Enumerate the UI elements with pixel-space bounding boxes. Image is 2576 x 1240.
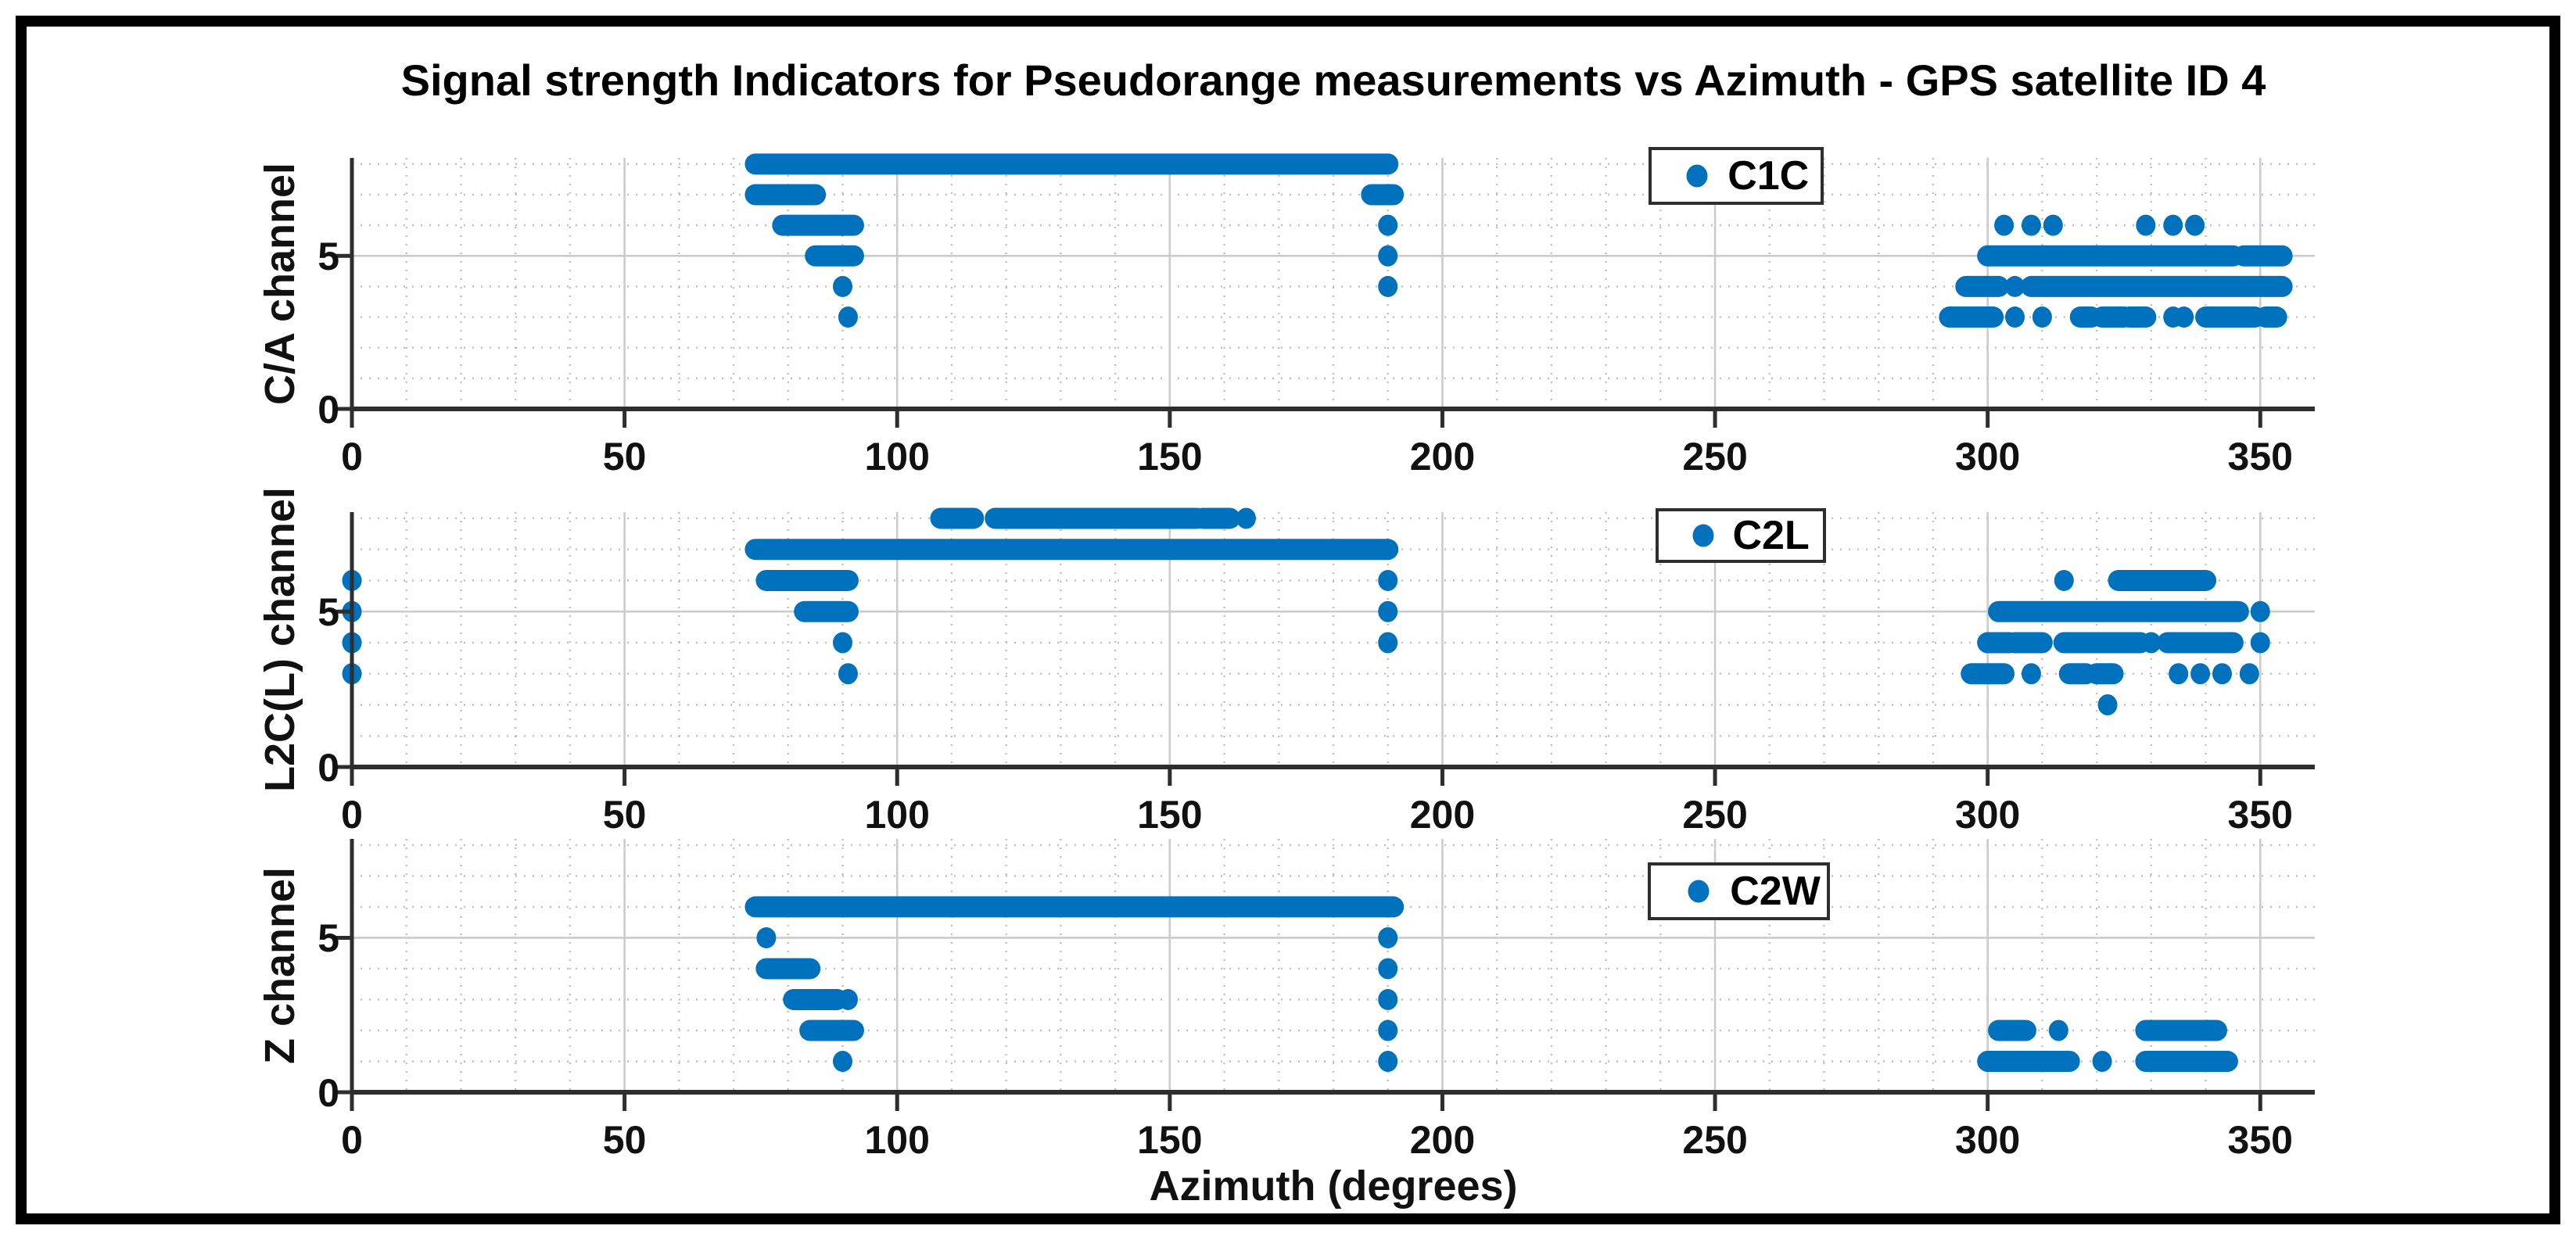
x-tick-label: 0 bbox=[341, 1118, 363, 1162]
y-tick-label: 5 bbox=[318, 590, 339, 635]
legend-label: C2L bbox=[1732, 513, 1810, 558]
x-tick-label: 150 bbox=[1137, 435, 1203, 478]
legend-c2l: C2L bbox=[1656, 508, 1826, 563]
x-axis-label: Azimuth (degrees) bbox=[1149, 1163, 1518, 1210]
x-tick-label: 150 bbox=[1137, 1118, 1203, 1162]
x-tick-label: 100 bbox=[864, 435, 930, 478]
x-tick-label: 50 bbox=[602, 1118, 647, 1162]
y-tick-label: 5 bbox=[318, 235, 339, 279]
plot-area-ca-channel bbox=[333, 153, 2315, 428]
x-tick-label: 300 bbox=[1954, 793, 2021, 837]
chart-title: Signal strength Indicators for Pseudoran… bbox=[400, 56, 2266, 105]
x-tick-label: 350 bbox=[2227, 793, 2293, 837]
x-tick-label: 200 bbox=[1409, 793, 1476, 837]
x-tick-label: 350 bbox=[2227, 435, 2293, 478]
x-tick-label: 200 bbox=[1409, 1118, 1476, 1162]
y-tick-label: 0 bbox=[318, 746, 339, 790]
x-tick-label: 0 bbox=[341, 793, 363, 837]
x-tick-label: 250 bbox=[1682, 435, 1748, 478]
y-tick-label: 0 bbox=[318, 1071, 339, 1115]
legend-label: C1C bbox=[1727, 153, 1810, 199]
legend-label: C2W bbox=[1730, 869, 1821, 914]
x-tick-label: 50 bbox=[602, 793, 647, 837]
y-axis-label-ca-channel: C/A channel bbox=[257, 162, 303, 405]
plot-area-z-channel bbox=[333, 839, 2315, 1111]
x-tick-label: 200 bbox=[1409, 435, 1476, 478]
legend-c1c: C1C bbox=[1649, 147, 1824, 205]
legend-marker-icon bbox=[1688, 880, 1710, 903]
x-tick-label: 150 bbox=[1137, 793, 1203, 837]
x-tick-labels-row-0: 0 50 100 150 200 250 300 350 bbox=[341, 435, 2315, 484]
x-tick-label: 50 bbox=[602, 435, 647, 478]
x-tick-label: 300 bbox=[1954, 1118, 2021, 1162]
legend-marker-icon bbox=[1686, 164, 1708, 188]
legend-c2w: C2W bbox=[1648, 862, 1830, 920]
x-tick-label: 350 bbox=[2227, 1118, 2293, 1162]
x-tick-label: 100 bbox=[864, 793, 930, 837]
y-tick-label: 0 bbox=[318, 388, 339, 432]
x-tick-label: 0 bbox=[341, 435, 363, 478]
x-tick-label: 250 bbox=[1682, 1118, 1748, 1162]
x-tick-label: 250 bbox=[1682, 793, 1748, 837]
x-tick-label: 100 bbox=[864, 1118, 930, 1162]
y-axis-label-z-channel: Z channel bbox=[257, 866, 303, 1065]
y-axis-label-l2c-channel: L2C(L) channel bbox=[257, 486, 303, 793]
plot-area-l2c-channel bbox=[333, 507, 2315, 786]
legend-marker-icon bbox=[1692, 524, 1714, 547]
x-tick-labels-row-2: 0 50 100 150 200 250 300 350 bbox=[341, 1118, 2315, 1167]
y-tick-label: 5 bbox=[318, 916, 339, 961]
x-tick-labels-row-1: 0 50 100 150 200 250 300 350 bbox=[341, 793, 2315, 842]
x-tick-label: 300 bbox=[1954, 435, 2021, 478]
